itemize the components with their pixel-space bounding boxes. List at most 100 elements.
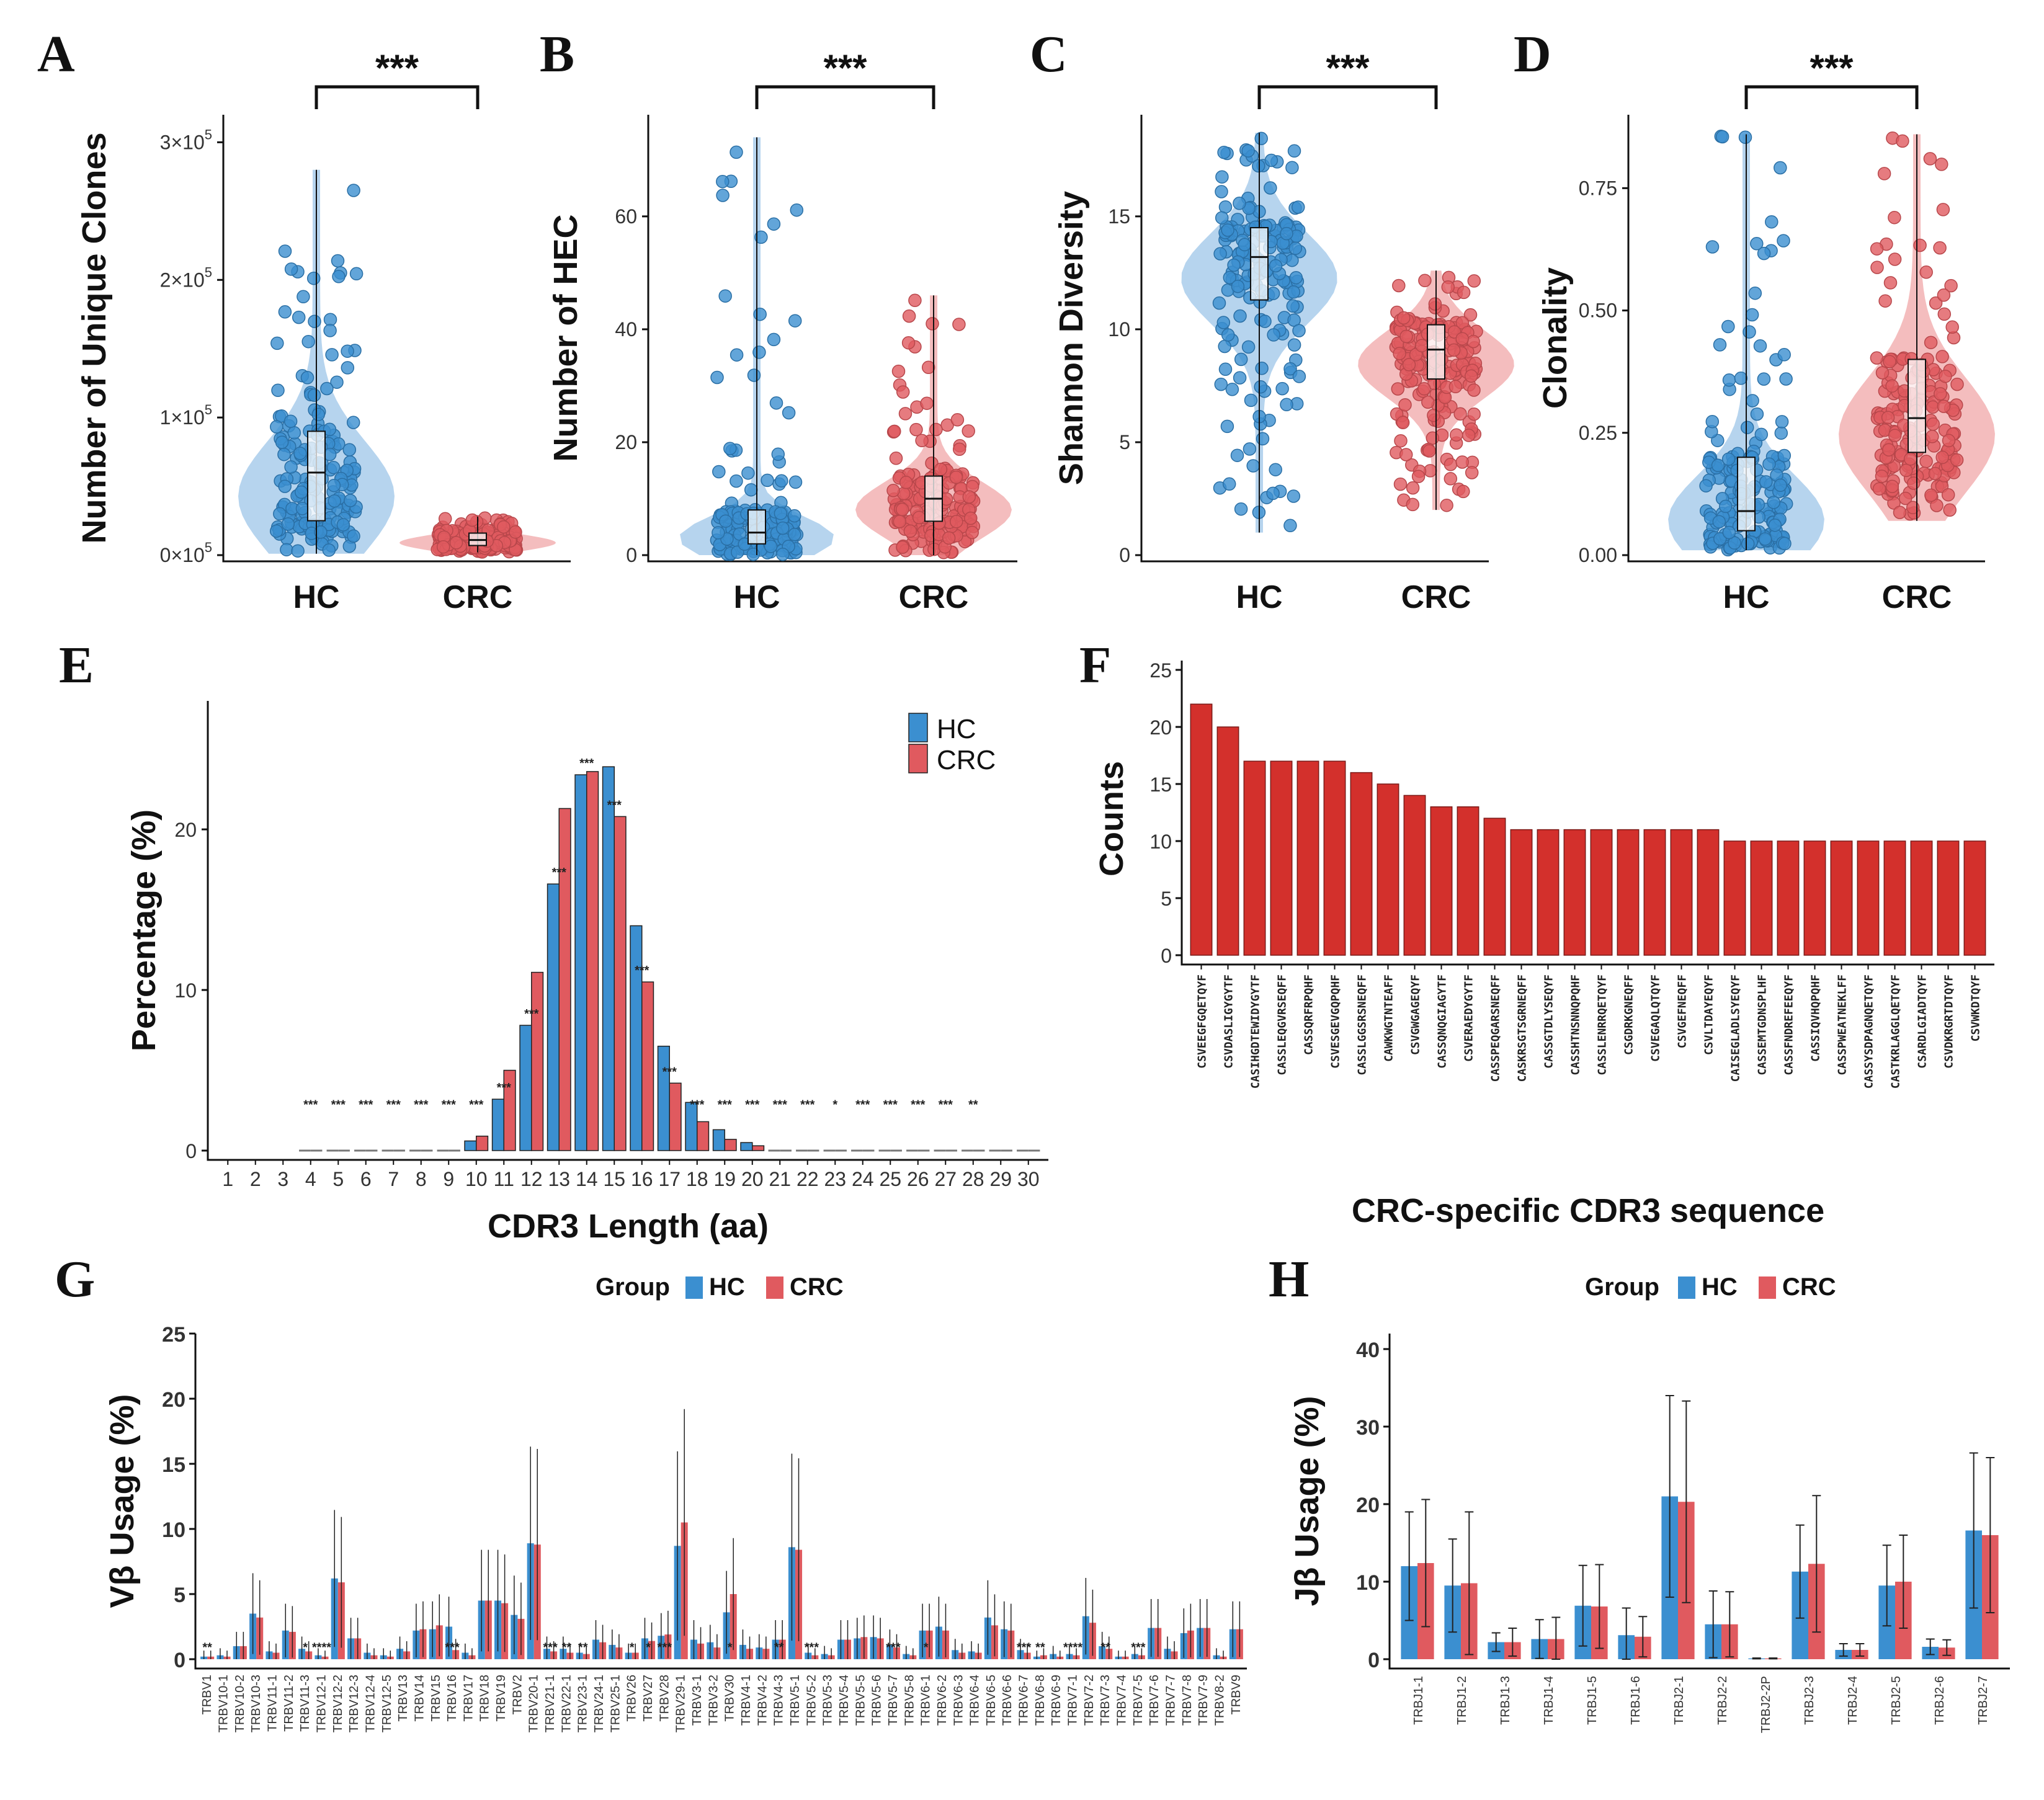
- y-tick-label: 10: [1356, 1571, 1380, 1595]
- data-point-crc: [1392, 278, 1406, 293]
- significance-label: ***: [939, 1098, 953, 1112]
- x-tick-label: TRBV20-1: [527, 1675, 541, 1732]
- data-point-crc: [1881, 411, 1895, 424]
- data-point-crc: [898, 407, 913, 421]
- y-axis-title: Clonality: [1537, 267, 1574, 409]
- x-tick-label: TRBJ2-3: [1803, 1676, 1816, 1725]
- data-point-hc: [1252, 159, 1265, 173]
- legend-label-crc: CRC: [937, 745, 996, 775]
- x-group-label: HC: [293, 579, 339, 615]
- data-point-hc: [1728, 536, 1741, 550]
- data-point-hc: [1758, 532, 1772, 546]
- box: [1250, 227, 1269, 301]
- x-tick-label: TRBV7-1: [1066, 1675, 1080, 1726]
- data-point-hc: [1215, 170, 1229, 184]
- bar-crc: [724, 1139, 737, 1151]
- data-point-crc: [1455, 332, 1469, 345]
- x-group-label: CRC: [899, 579, 969, 615]
- bar-crc: [669, 1082, 682, 1151]
- data-point-hc: [342, 443, 357, 457]
- x-tick-label: TRBV18: [478, 1675, 492, 1722]
- x-tick-label: 16: [631, 1168, 653, 1190]
- data-point-crc: [1883, 355, 1896, 368]
- x-tick-label: TRBJ2-2: [1716, 1676, 1729, 1725]
- y-tick-label: 0: [1119, 544, 1130, 566]
- x-tick-label: CSVDKRGRTDTQYF: [1943, 974, 1956, 1069]
- y-tick-label: 0: [1368, 1649, 1380, 1672]
- significance-label: ***: [800, 1098, 815, 1112]
- x-tick-label: CASSHTNSNNQPQHF: [1569, 974, 1582, 1076]
- x-tick-label: 19: [713, 1168, 736, 1190]
- data-point-hc: [744, 483, 758, 497]
- data-point-crc: [1926, 430, 1939, 443]
- data-point-hc: [314, 525, 328, 539]
- legend-label-hc: HC: [709, 1273, 745, 1301]
- x-tick-label: TRBV17: [462, 1675, 475, 1722]
- data-point-crc: [1942, 434, 1956, 448]
- data-point-hc: [754, 230, 768, 244]
- data-point-crc: [1872, 482, 1886, 496]
- data-point-crc: [1936, 203, 1950, 216]
- data-point-hc: [284, 262, 298, 276]
- data-point-crc: [1440, 498, 1453, 512]
- data-point-crc: [1939, 369, 1952, 383]
- x-tick-label: TRBV13: [396, 1675, 410, 1722]
- data-point-hc: [1233, 371, 1247, 385]
- x-tick-label: TRBV12-1: [315, 1675, 328, 1732]
- bar: [1670, 829, 1693, 956]
- y-tick-label: 15: [1149, 773, 1172, 796]
- box: [1737, 457, 1756, 532]
- y-tick-label: 60: [615, 205, 637, 228]
- y-tick-label: 20: [162, 1388, 185, 1412]
- data-point-hc: [1223, 270, 1237, 285]
- axis-b: [647, 115, 1017, 563]
- data-point-crc: [1417, 382, 1431, 396]
- x-group-label: CRC: [1401, 579, 1471, 615]
- data-point-hc: [747, 368, 761, 382]
- error-bar: [1812, 1495, 1821, 1633]
- x-tick-label: 17: [658, 1168, 681, 1190]
- error-bar: [1926, 1638, 1935, 1655]
- legend-swatch-hc: [908, 713, 928, 742]
- data-point-crc: [1924, 488, 1938, 502]
- data-point-hc: [782, 406, 796, 420]
- data-point-crc: [1402, 358, 1416, 372]
- x-axis-title: CDR3 Length (aa): [488, 1208, 769, 1245]
- data-point-crc: [1896, 134, 1909, 148]
- data-point-hc: [767, 217, 781, 231]
- x-tick-label: TRBV22-1: [560, 1675, 573, 1732]
- data-point-crc: [1393, 477, 1408, 491]
- y-tick-label: 30: [1356, 1416, 1380, 1440]
- data-point-hc: [752, 345, 766, 359]
- significance-label: ***: [414, 1098, 429, 1112]
- data-point-crc: [1875, 366, 1890, 380]
- x-tick-label: TRBV1: [200, 1675, 214, 1714]
- bar-crc: [476, 1135, 489, 1151]
- significance-label: ***: [823, 47, 867, 89]
- panel-label-f: F: [1079, 636, 1111, 694]
- data-point-crc: [1418, 274, 1432, 288]
- error-bar: [1986, 1457, 1995, 1613]
- data-point-hc: [787, 509, 801, 523]
- x-tick-label: TRBV7-2: [1082, 1675, 1096, 1726]
- significance-label: ***: [331, 1098, 346, 1112]
- data-point-crc: [1906, 501, 1920, 515]
- bar-hc: [657, 1045, 671, 1151]
- y-tick-exponent: 5: [205, 127, 212, 142]
- data-point-hc: [1231, 279, 1245, 293]
- data-point-hc: [270, 420, 283, 434]
- x-tick-label: TRBV14: [413, 1675, 426, 1722]
- x-tick-label: TRBV11-3: [298, 1675, 312, 1732]
- data-point-hc: [1721, 452, 1736, 466]
- data-point-hc: [1285, 253, 1299, 267]
- x-tick-label: TRBV25-1: [609, 1675, 622, 1732]
- bar: [1216, 726, 1239, 956]
- data-point-hc: [769, 396, 783, 410]
- x-tick-label: 30: [1017, 1168, 1040, 1190]
- y-tick-label: 20: [1149, 716, 1172, 739]
- x-tick-label: CSVESGEVGQPQHF: [1329, 974, 1342, 1069]
- data-point-hc: [1287, 489, 1301, 503]
- data-point-crc: [1898, 491, 1912, 506]
- x-tick-label: 20: [741, 1168, 764, 1190]
- box: [307, 430, 326, 522]
